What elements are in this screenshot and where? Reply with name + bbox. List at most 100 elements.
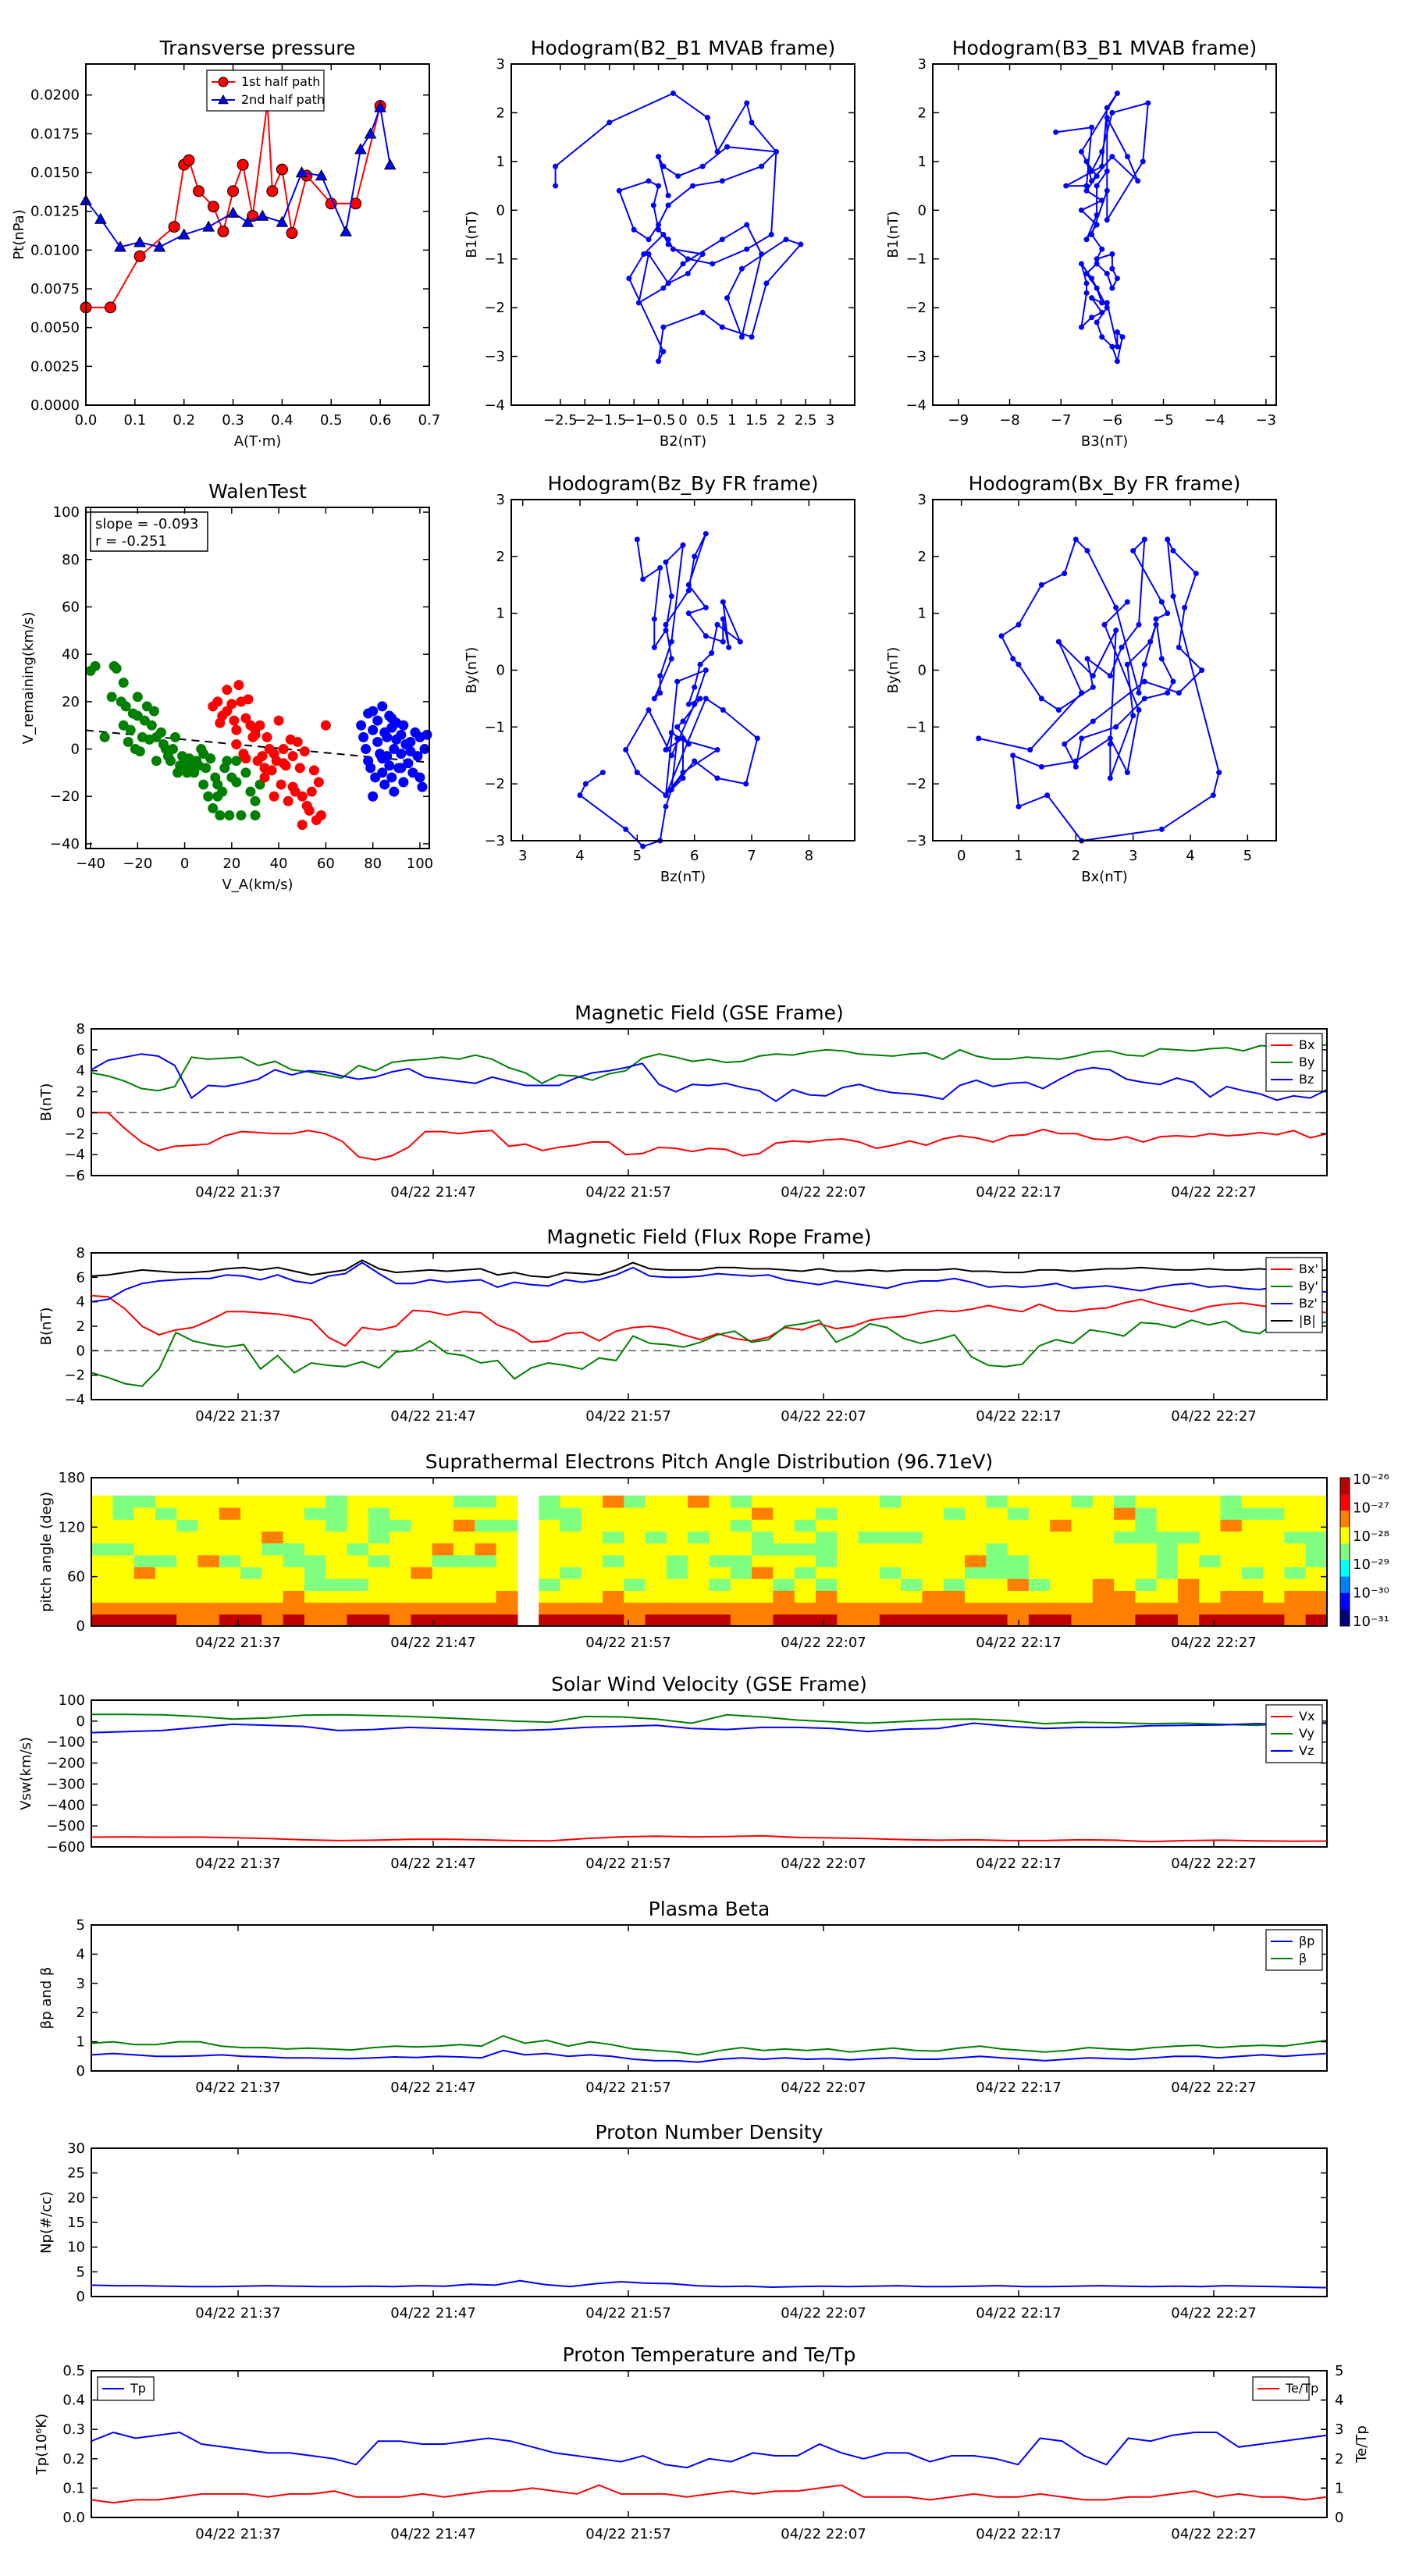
heatmap-cell xyxy=(560,1495,582,1508)
y-tick-label: −4 xyxy=(905,397,927,414)
data-point xyxy=(257,751,268,762)
heatmap-cell xyxy=(752,1542,774,1556)
heatmap-cell xyxy=(773,1614,795,1627)
data-point xyxy=(670,90,676,96)
heatmap-cell xyxy=(219,1602,241,1615)
heatmap-cell xyxy=(965,1590,987,1603)
heatmap-cell xyxy=(240,1507,262,1520)
heatmap-cell xyxy=(197,1542,220,1556)
data-point xyxy=(250,810,261,821)
data-point xyxy=(217,226,229,238)
y-axis-label: Vsw(km/s) xyxy=(18,1737,34,1810)
heatmap-cell xyxy=(1028,1507,1051,1520)
heatmap-cell xyxy=(1007,1531,1030,1544)
data-point xyxy=(231,756,242,767)
data-point xyxy=(656,183,662,189)
legend-label: |B| xyxy=(1299,1313,1316,1328)
data-point xyxy=(226,699,237,710)
plot-frame xyxy=(91,1924,1328,2072)
heatmap-cell xyxy=(922,1614,944,1627)
heatmap-cell xyxy=(1114,1590,1136,1603)
heatmap-cell xyxy=(858,1567,880,1579)
heatmap-cell xyxy=(155,1554,177,1567)
heatmap-cell xyxy=(176,1614,199,1627)
heatmap-cell xyxy=(133,1507,156,1520)
heatmap-cell xyxy=(1156,1519,1179,1532)
data-point xyxy=(634,770,640,776)
heatmap-cell xyxy=(1305,1578,1328,1591)
heatmap-cell xyxy=(1007,1602,1030,1615)
heatmap-cell xyxy=(389,1614,411,1627)
data-point xyxy=(1124,599,1130,605)
data-point xyxy=(1216,770,1222,776)
series-line xyxy=(91,1294,1328,1347)
heatmap-cell xyxy=(816,1519,838,1532)
data-point-triangle xyxy=(114,240,126,252)
data-point xyxy=(227,185,240,197)
heatmap-cell xyxy=(91,1507,113,1520)
heatmap-cell xyxy=(986,1554,1008,1567)
heatmap-cell xyxy=(454,1567,475,1579)
heatmap-cell xyxy=(922,1495,944,1508)
heatmap-cell xyxy=(730,1590,752,1603)
y-tick-label-right: 5 xyxy=(1335,2363,1343,2379)
heatmap-cell xyxy=(730,1531,752,1544)
data-point xyxy=(1079,690,1085,696)
series-line xyxy=(1055,92,1149,365)
heatmap-cell xyxy=(730,1578,752,1591)
heatmap-cell xyxy=(560,1507,582,1520)
heatmap-cell xyxy=(688,1602,710,1615)
heatmap-cell xyxy=(1263,1542,1285,1556)
heatmap-cell xyxy=(773,1602,795,1615)
data-point xyxy=(236,810,247,821)
data-point xyxy=(1089,168,1095,174)
data-point xyxy=(616,187,622,194)
heatmap-cell xyxy=(1135,1531,1158,1544)
heatmap-cell xyxy=(986,1614,1008,1627)
heatmap-cell xyxy=(837,1554,859,1567)
y-tick-label: −200 xyxy=(47,1756,85,1772)
data-point xyxy=(656,154,662,160)
data-point xyxy=(1055,706,1062,713)
heatmap-cell xyxy=(155,1590,177,1603)
data-point xyxy=(382,731,393,742)
heatmap-cell xyxy=(368,1531,390,1544)
heatmap-cell xyxy=(709,1542,731,1556)
data-point xyxy=(1109,285,1115,291)
heatmap-cell xyxy=(1241,1614,1264,1627)
heatmap-cell xyxy=(475,1495,497,1508)
heatmap-cell xyxy=(709,1578,731,1591)
data-point xyxy=(1158,826,1165,832)
data-point xyxy=(1109,265,1115,272)
y-tick-label: 0.0125 xyxy=(30,204,80,220)
heatmap-cell xyxy=(91,1590,113,1603)
data-point xyxy=(170,731,181,742)
x-tick-label: 04/22 21:57 xyxy=(585,2305,670,2322)
heatmap-cell xyxy=(1050,1590,1072,1603)
legend-label: By xyxy=(1299,1055,1314,1069)
heatmap-cell xyxy=(1050,1602,1072,1615)
heatmap-cell xyxy=(1199,1507,1222,1520)
heatmap-cell xyxy=(986,1495,1008,1508)
data-point xyxy=(754,735,760,742)
heatmap-cell xyxy=(1114,1531,1136,1544)
data-point xyxy=(1176,690,1182,696)
heatmap-cell xyxy=(922,1554,944,1567)
data-point-triangle xyxy=(364,127,377,139)
heatmap-cell xyxy=(879,1542,902,1556)
data-point xyxy=(304,805,315,816)
data-point xyxy=(743,781,749,787)
data-point xyxy=(1107,673,1113,679)
heatmap-cell xyxy=(240,1495,262,1508)
heatmap-cell xyxy=(1156,1495,1179,1508)
data-point xyxy=(634,536,640,543)
x-tick-label: 100 xyxy=(407,856,433,872)
panel-title: WalenTest xyxy=(208,480,307,503)
data-point xyxy=(651,616,657,622)
data-point xyxy=(768,232,774,237)
x-tick-label: 04/22 22:17 xyxy=(976,1635,1061,1651)
y-tick-label: 40 xyxy=(62,646,80,663)
heatmap-cell xyxy=(986,1602,1008,1615)
data-point xyxy=(685,256,691,262)
data-point xyxy=(299,746,310,757)
